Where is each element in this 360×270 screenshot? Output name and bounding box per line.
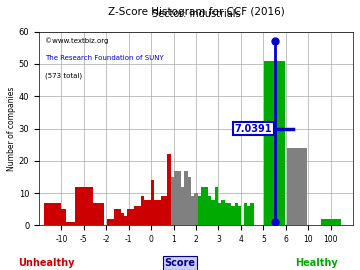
Bar	[218, 203, 221, 225]
Bar	[144, 200, 147, 225]
Bar	[238, 206, 242, 225]
Bar	[215, 187, 218, 225]
Bar	[147, 200, 150, 225]
Bar	[251, 203, 254, 225]
Bar	[164, 196, 167, 225]
Bar	[123, 216, 128, 225]
Text: Unhealthy: Unhealthy	[19, 258, 75, 268]
Bar	[171, 177, 174, 225]
Text: The Research Foundation of SUNY: The Research Foundation of SUNY	[45, 55, 164, 61]
Bar	[181, 187, 184, 225]
Bar	[167, 154, 171, 225]
Bar	[198, 196, 201, 225]
Text: (573 total): (573 total)	[45, 72, 82, 79]
Bar	[71, 222, 75, 225]
Bar	[177, 171, 181, 225]
Text: Sector: Industrials: Sector: Industrials	[152, 9, 240, 19]
Bar	[208, 196, 211, 225]
Bar	[130, 209, 134, 225]
Bar	[201, 187, 204, 225]
Bar	[66, 222, 71, 225]
Bar	[184, 171, 188, 225]
Bar	[44, 203, 62, 225]
Bar	[244, 203, 247, 225]
Bar	[287, 148, 307, 225]
Bar	[211, 200, 215, 225]
Bar	[194, 193, 198, 225]
Bar	[75, 187, 93, 225]
Bar	[247, 206, 251, 225]
Bar	[265, 61, 285, 225]
Bar	[231, 206, 235, 225]
Bar	[188, 177, 191, 225]
Bar	[127, 209, 130, 225]
Bar	[120, 212, 124, 225]
Y-axis label: Number of companies: Number of companies	[7, 86, 16, 171]
Bar	[154, 200, 157, 225]
Bar	[235, 203, 238, 225]
Bar	[86, 203, 104, 225]
Text: 7.0391: 7.0391	[235, 123, 272, 134]
Bar	[150, 180, 154, 225]
Bar	[157, 200, 161, 225]
Text: Score: Score	[165, 258, 195, 268]
Bar	[134, 206, 137, 225]
Bar	[161, 196, 164, 225]
Bar	[204, 187, 208, 225]
Bar	[174, 171, 177, 225]
Bar	[108, 219, 114, 225]
Text: ©www.textbiz.org: ©www.textbiz.org	[45, 38, 109, 44]
Text: Healthy: Healthy	[296, 258, 338, 268]
Bar	[75, 222, 80, 225]
Bar	[114, 209, 121, 225]
Title: Z-Score Histogram for CCF (2016): Z-Score Histogram for CCF (2016)	[108, 7, 284, 17]
Bar	[140, 196, 144, 225]
Bar	[57, 209, 66, 225]
Bar	[320, 219, 341, 225]
Bar	[228, 203, 231, 225]
Bar	[191, 196, 194, 225]
Bar	[137, 206, 140, 225]
Bar	[225, 203, 228, 225]
Bar	[221, 200, 225, 225]
